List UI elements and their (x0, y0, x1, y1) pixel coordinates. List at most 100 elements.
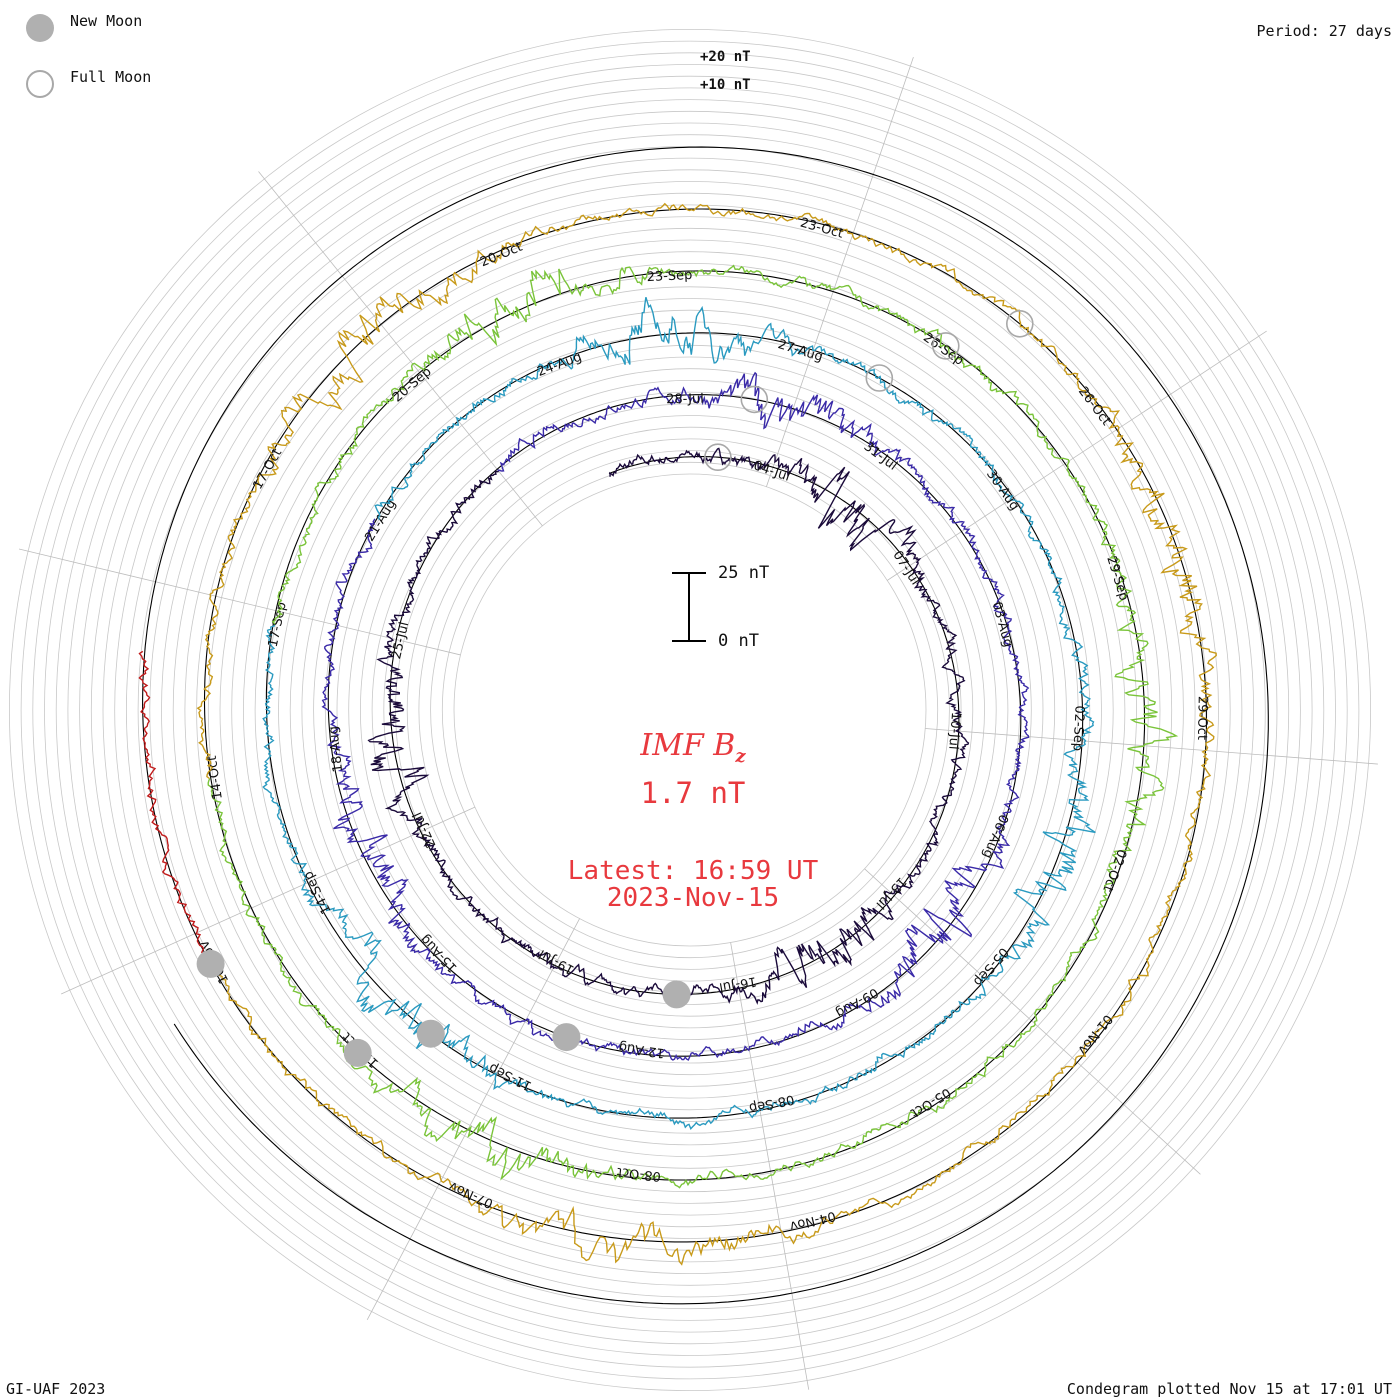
date-tick-label: 18-Aug (326, 725, 346, 773)
date-tick-label: 04-Jul (751, 458, 791, 484)
grid-ring (453, 473, 927, 947)
date-tick-label: 26-Oct (1075, 384, 1113, 428)
grid-ring (20, 40, 1360, 1380)
new-moon-marker (416, 1019, 445, 1048)
grid-spoke (258, 171, 543, 527)
date-tick-label: 09-Aug (833, 984, 881, 1020)
grid-ring (196, 216, 1184, 1204)
grid-ring (254, 274, 1126, 1146)
grid-ring (266, 286, 1114, 1134)
grid-ring (126, 146, 1254, 1274)
bz-trace-turn-3 (262, 296, 1096, 1130)
grid-spoke (730, 942, 810, 1390)
grid-ring (102, 122, 1278, 1298)
date-tick-label: 10-Jul (945, 711, 963, 750)
full-moon-marker (704, 443, 732, 472)
grid-ring (90, 110, 1290, 1310)
date-tick-label: 05-Sep (970, 944, 1011, 989)
grid-ring (313, 333, 1067, 1087)
ring-label: +20 nT (700, 49, 751, 65)
grid-ring (149, 169, 1231, 1251)
grid-ring (441, 461, 939, 959)
grid-ring (231, 251, 1149, 1169)
full-moon-marker (1005, 309, 1034, 338)
ring-label: +10 nT (700, 77, 751, 93)
bz-trace-turn-6 (138, 650, 211, 966)
bz-trace-turn-5 (196, 202, 1217, 1266)
grid-ring (114, 134, 1266, 1286)
grid-spoke (366, 918, 580, 1321)
date-tick-label: 03-Aug (989, 600, 1016, 649)
new-moon-marker (552, 1023, 581, 1052)
legend-full-moon: Full Moon (26, 68, 151, 124)
grid-spoke (864, 868, 1201, 1175)
date-tick-label: 08-Oct (616, 1164, 661, 1184)
grid-ring (9, 29, 1371, 1391)
scale-top-label: 25 nT (718, 563, 770, 583)
grid-ring (44, 64, 1336, 1356)
moon-legend: New Moon Full Moon (26, 12, 151, 124)
date-tick-label: 23-Sep (646, 268, 692, 285)
bz-trace-turn-1 (367, 447, 970, 1005)
grid-spoke (925, 728, 1378, 765)
date-tick-label: 02-Sep (1070, 705, 1087, 751)
date-tick-label: 29-Sep (1103, 554, 1131, 602)
date-tick-label: 06-Aug (979, 812, 1011, 861)
variable-name: IMF B (640, 728, 736, 763)
latest-time: Latest: 16:59 UT 2023-Nov-15 (0, 858, 1386, 912)
new-moon-marker (662, 980, 691, 1009)
grid-spoke (18, 548, 461, 656)
grid-spoke (766, 57, 914, 487)
footer-credit: GI-UAF 2023 (6, 1380, 106, 1398)
grid-spoke (887, 330, 1267, 581)
date-tick-label: 29-Oct (1194, 696, 1210, 740)
grid-ring (418, 438, 962, 982)
date-tick-label: 17-Sep (266, 601, 290, 649)
grid-ring (301, 321, 1079, 1099)
date-tick-label: 30-Aug (983, 467, 1022, 514)
full-moon-marker (740, 385, 769, 414)
grid-ring (395, 415, 985, 1005)
variable-subscript: z (735, 746, 746, 767)
full-moon-marker (931, 332, 960, 360)
grid-ring (430, 450, 950, 970)
period-label: Period: 27 days (1256, 22, 1392, 40)
grid-ring (289, 309, 1091, 1111)
date-tick-label: 04-Nov (788, 1208, 837, 1234)
latest-time-label: Latest: 16:59 UT (567, 856, 819, 886)
current-value: 1.7 nT (640, 776, 746, 810)
date-tick-label: 28-Jul (666, 392, 704, 408)
grid-ring (32, 52, 1348, 1368)
grid-ring (383, 403, 997, 1017)
grid-ring (348, 368, 1032, 1052)
footer-plotted: Condegram plotted Nov 15 at 17:01 UT (1066, 1380, 1392, 1398)
date-tick-label: 17-Oct (250, 446, 285, 492)
latest-date-label: 2023-Nov-15 (606, 883, 780, 913)
date-tick-label: 26-Sep (920, 330, 966, 369)
grid-ring (336, 356, 1044, 1064)
full-moon-icon (26, 70, 54, 98)
bz-trace-turn-2 (321, 371, 1030, 1061)
grid-ring (55, 75, 1325, 1345)
grid-ring (161, 181, 1219, 1239)
new-moon-marker (196, 949, 225, 978)
date-tick-label: 07-Jul (889, 548, 922, 588)
grid-ring (359, 379, 1021, 1041)
scale-bottom-label: 0 nT (718, 631, 759, 651)
date-tick-label: 16-Jul (718, 973, 758, 994)
grid-ring (278, 298, 1102, 1122)
grid-ring (184, 204, 1196, 1216)
date-tick-label: 20-Oct (478, 240, 524, 271)
grid-spoke (61, 806, 476, 995)
date-tick-label: 08-Sep (748, 1091, 796, 1115)
bz-trace-turn-4 (207, 264, 1179, 1189)
new-moon-marker (343, 1038, 372, 1067)
grid-ring (207, 227, 1173, 1193)
date-tick-label: 12-Aug (618, 1039, 666, 1060)
legend-new-moon: New Moon (26, 12, 151, 68)
legend-new-moon-label: New Moon (70, 12, 143, 30)
grid-ring (67, 87, 1313, 1333)
date-tick-label: 31-Jul (861, 439, 900, 474)
new-moon-icon (26, 14, 54, 42)
